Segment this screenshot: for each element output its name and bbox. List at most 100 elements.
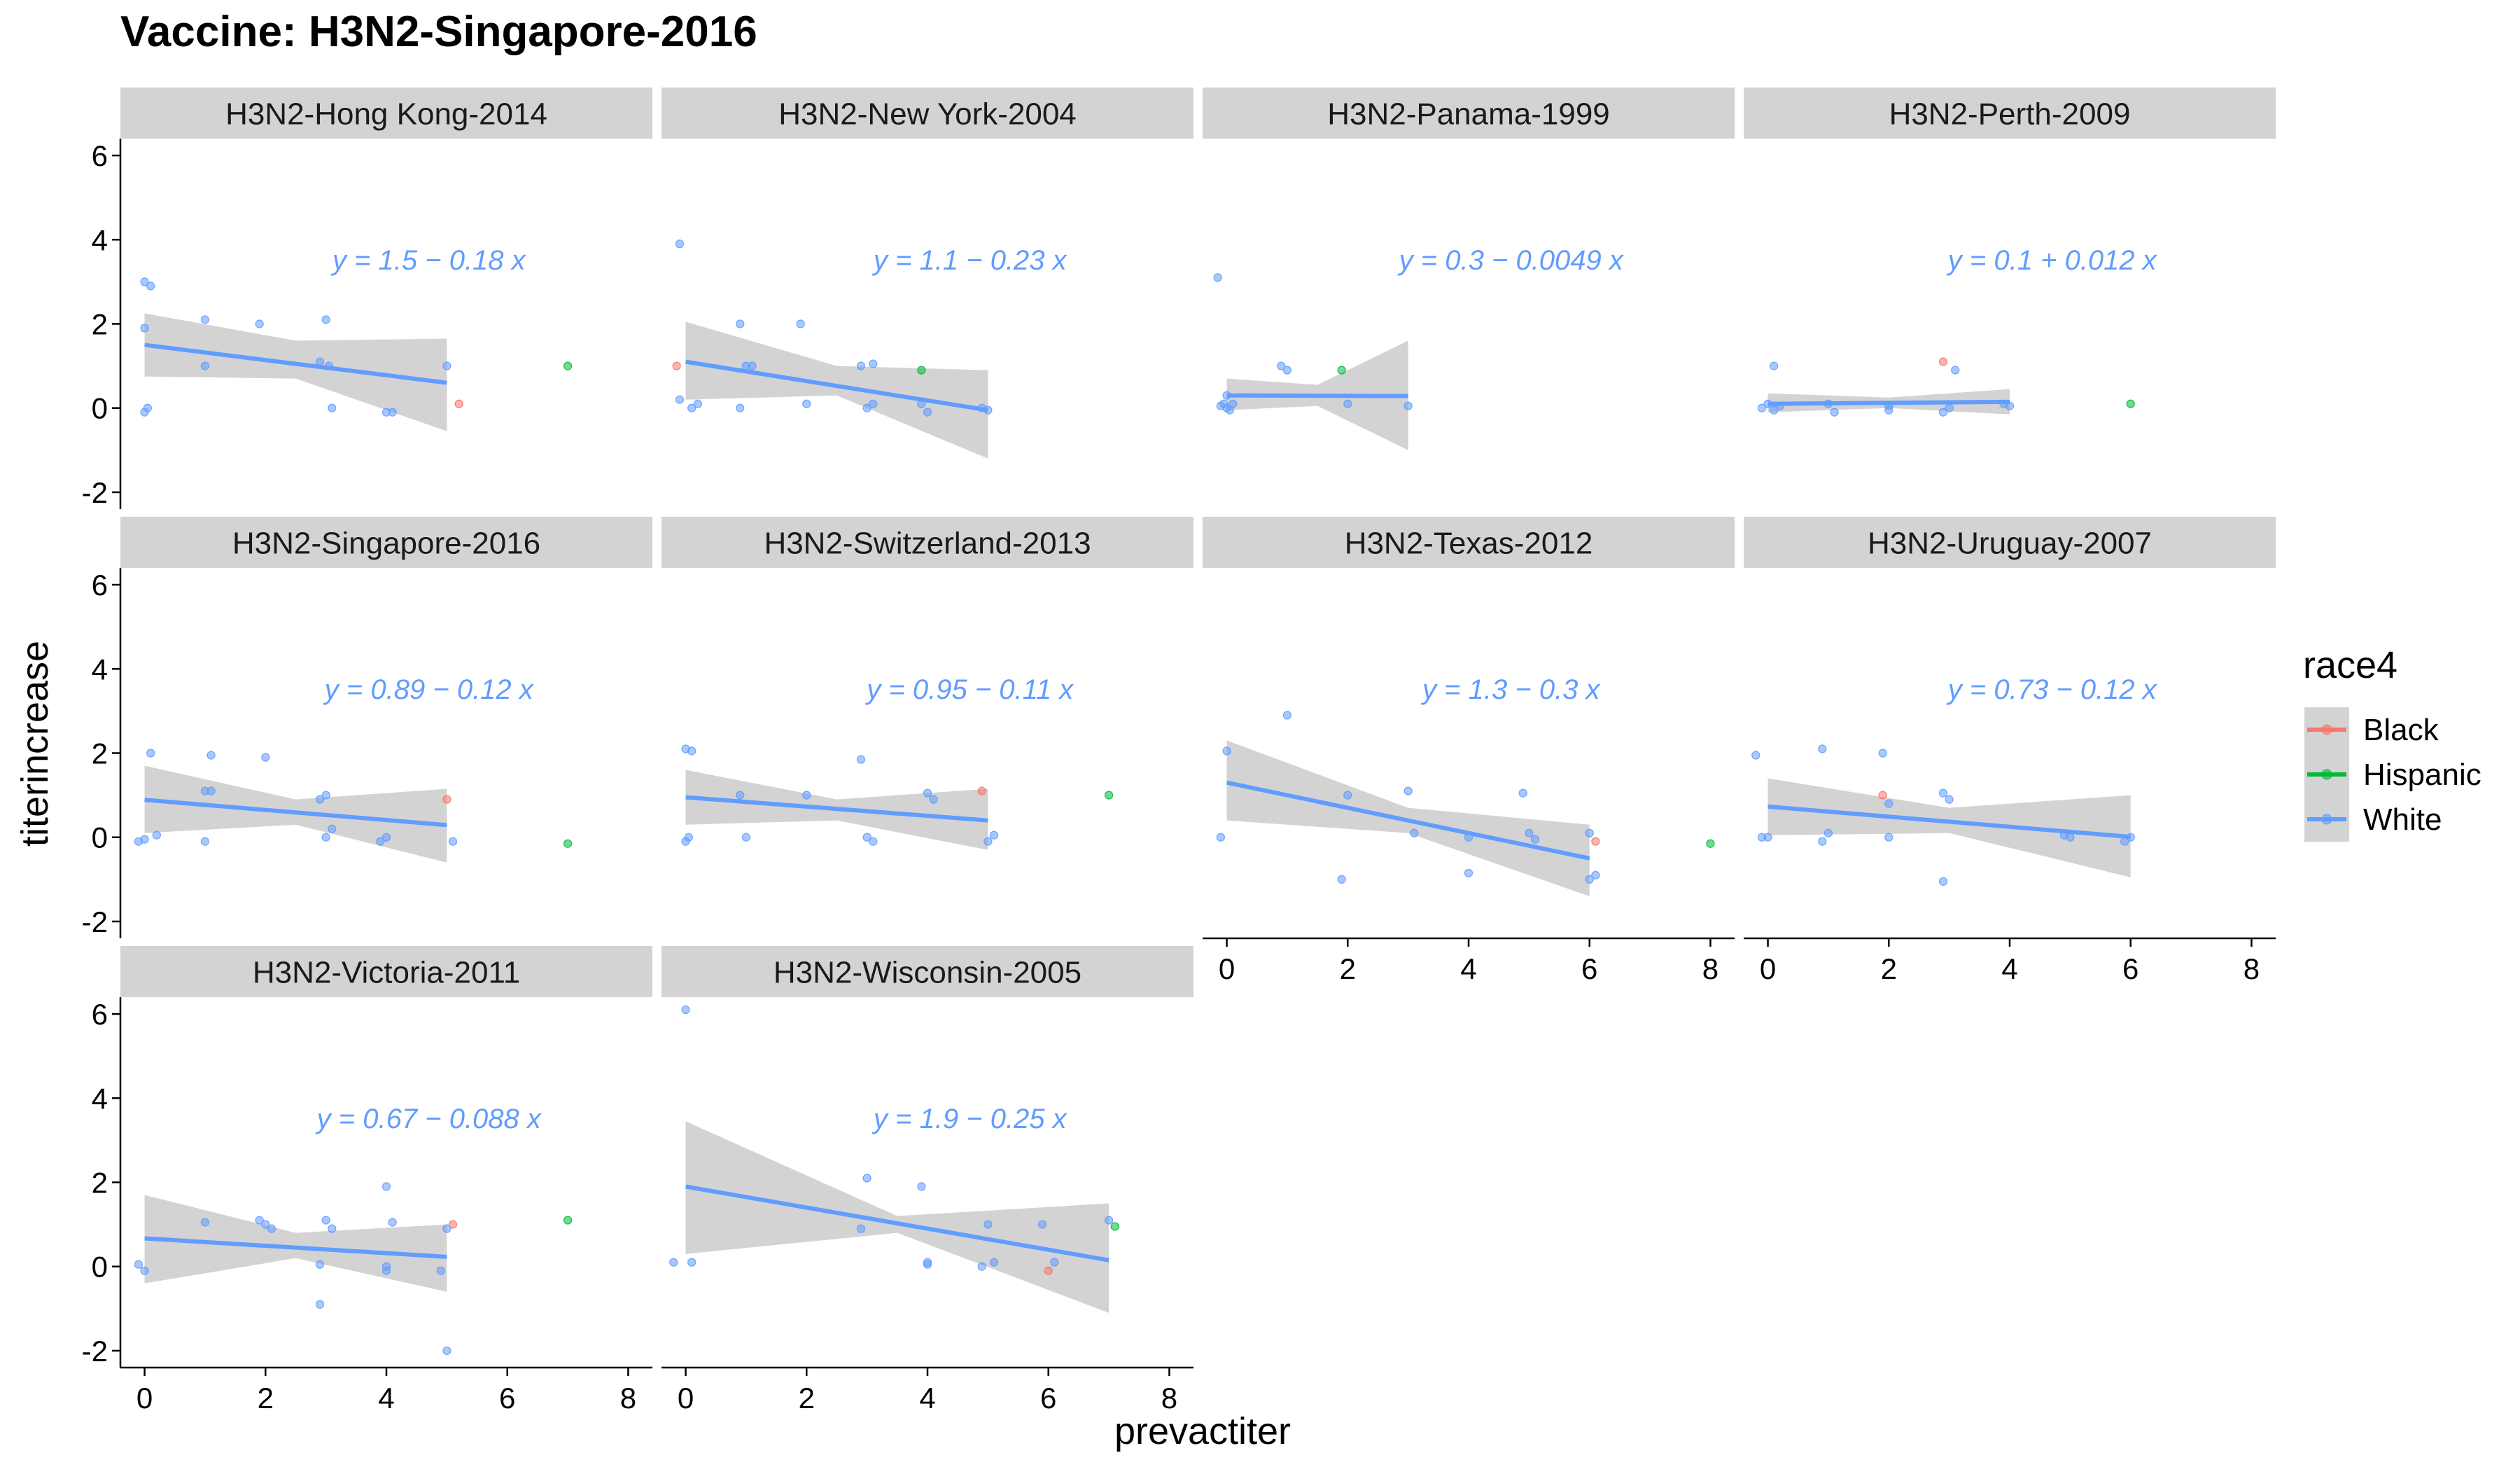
x-tick-label: 8 — [620, 1382, 636, 1414]
x-tick-label: 6 — [1581, 952, 1597, 985]
data-point — [1104, 1216, 1114, 1225]
confidence-band — [144, 1195, 447, 1292]
data-point — [328, 1224, 337, 1233]
data-point — [382, 1266, 391, 1275]
regression-equation: y = 0.67 − 0.088 x — [315, 1104, 542, 1134]
data-point — [1525, 828, 1534, 837]
data-point — [1585, 828, 1594, 837]
data-point — [321, 791, 330, 800]
facet-panel: H3N2-Hong Kong-2014 y = 1.5 − 0.18 x -2 0 2 4… — [82, 88, 652, 509]
x-tick-label: 2 — [1340, 952, 1356, 985]
data-point — [1337, 875, 1346, 884]
facet-strip-label: H3N2-New York-2004 — [778, 97, 1077, 132]
facet-strip — [120, 88, 652, 139]
data-point — [442, 795, 451, 804]
y-tick-label: 4 — [92, 1082, 108, 1115]
regression-equation: y = 1.3 − 0.3 x — [1420, 674, 1601, 705]
x-tick-label: 8 — [1161, 1382, 1177, 1414]
data-point — [748, 361, 757, 370]
data-point — [736, 791, 745, 800]
data-point — [989, 1258, 999, 1267]
data-point — [1228, 399, 1238, 408]
x-tick-label: 4 — [1460, 952, 1476, 985]
y-tick-label: 2 — [92, 1167, 108, 1200]
data-point — [983, 837, 993, 846]
regression-equation: y = 0.3 − 0.0049 x — [1397, 245, 1625, 276]
data-point — [687, 746, 696, 756]
data-point — [388, 408, 397, 417]
data-point — [1763, 833, 1772, 842]
data-point — [684, 833, 693, 842]
y-tick-label: 4 — [92, 653, 108, 686]
y-tick-label: 4 — [92, 223, 108, 256]
y-axis-title: titerincrease — [14, 641, 56, 847]
data-point — [989, 830, 999, 840]
data-point — [448, 837, 458, 846]
regression-line — [144, 342, 447, 385]
data-point — [669, 1258, 678, 1267]
data-point — [1518, 788, 1527, 798]
data-point — [140, 1266, 149, 1275]
data-point — [321, 315, 330, 324]
facet-strip-label: H3N2-Panama-1999 — [1327, 97, 1610, 132]
regression-line — [685, 359, 988, 412]
data-point — [563, 1216, 573, 1225]
x-tick-label: 2 — [799, 1382, 815, 1414]
x-axis-title: prevactiter — [1114, 1410, 1291, 1452]
x-tick-label: 0 — [136, 1382, 153, 1414]
data-point — [382, 833, 391, 842]
data-point — [261, 753, 270, 762]
data-point — [977, 786, 986, 795]
data-point — [681, 1005, 690, 1015]
data-point — [1410, 828, 1419, 837]
data-point — [563, 361, 573, 370]
x-tick-label: 6 — [499, 1382, 515, 1414]
data-point — [869, 359, 878, 368]
regression-equation: y = 0.73 − 0.12 x — [1946, 674, 2158, 705]
data-point — [869, 399, 878, 408]
data-point — [736, 403, 745, 412]
y-tick-label: 0 — [92, 821, 108, 854]
data-point — [1277, 361, 1286, 370]
data-point — [315, 1300, 325, 1309]
data-point — [1751, 751, 1760, 760]
data-point — [1282, 366, 1292, 375]
data-point — [1404, 786, 1413, 795]
facet-strip — [120, 517, 652, 568]
data-point — [206, 751, 216, 760]
y-tick-label: -2 — [82, 476, 108, 509]
data-point — [146, 281, 155, 291]
legend-label: Hispanic — [2363, 758, 2482, 792]
facet-panel: H3N2-Texas-2012 y = 1.3 − 0.3 x 0 2 4 6 8 — [1203, 517, 1735, 985]
data-point — [152, 830, 161, 840]
regression-line — [144, 798, 447, 828]
data-point — [862, 1174, 872, 1183]
x-tick-label: 0 — [678, 1382, 694, 1414]
facet-strip-label: H3N2-Singapore-2016 — [232, 527, 540, 561]
data-point — [862, 833, 872, 842]
data-point — [1823, 828, 1833, 837]
facet-strip-label: H3N2-Switzerland-2013 — [764, 527, 1091, 561]
data-point — [917, 1182, 926, 1191]
data-point — [1213, 273, 1222, 282]
x-tick-label: 8 — [2244, 952, 2260, 985]
facet-panel: H3N2-Switzerland-2013 y = 0.95 − 0.11 x — [662, 517, 1194, 850]
data-point — [442, 361, 451, 370]
facet-panel: H3N2-Victoria-2011 y = 0.67 − 0.088 x -2 0 2… — [82, 946, 652, 1414]
regression-line — [685, 1184, 1110, 1263]
data-point — [1337, 366, 1346, 375]
legend-key-point — [2321, 769, 2332, 780]
x-tick-label: 2 — [258, 1382, 274, 1414]
data-point — [328, 824, 337, 833]
x-tick-label: 0 — [1219, 952, 1235, 985]
regression-equation: y = 0.1 + 0.012 x — [1946, 245, 2158, 276]
data-point — [675, 395, 685, 404]
facet-strip-label: H3N2-Texas-2012 — [1345, 527, 1593, 561]
data-point — [140, 324, 149, 333]
data-point — [856, 361, 866, 370]
data-point — [321, 1216, 330, 1225]
data-point — [687, 403, 696, 412]
facet-strip — [1744, 88, 2276, 139]
data-point — [1884, 833, 1893, 842]
data-point — [1216, 833, 1226, 842]
